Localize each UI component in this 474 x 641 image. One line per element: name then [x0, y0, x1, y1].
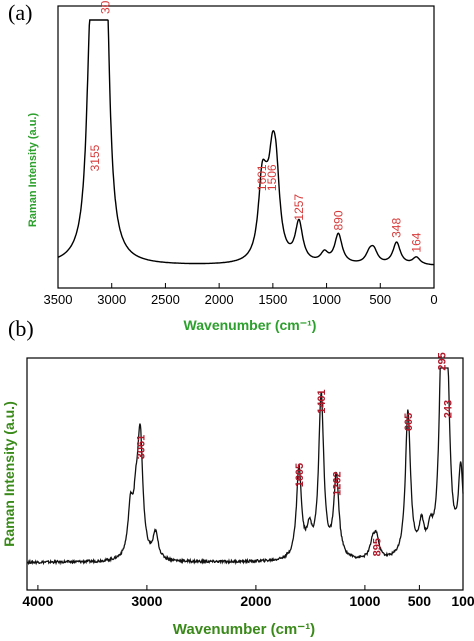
peak-label: 1601 [255, 164, 269, 191]
peak-label: 1506 [265, 164, 279, 191]
x-tick-label: 4000 [22, 593, 53, 609]
x-tick-label: 2500 [151, 292, 180, 307]
x-tick-label: 3000 [131, 593, 162, 609]
peak-label: 895 [371, 538, 383, 556]
peak-label: 3155 [88, 144, 102, 171]
x-axis-label-b: Wavenumber (cm⁻¹) [173, 621, 315, 638]
peak-label: 348 [390, 218, 404, 238]
peak-label: 164 [409, 232, 423, 252]
peak-label: 890 [331, 210, 345, 230]
peak-label: 1262 [331, 471, 343, 495]
x-tick-label: 1000 [312, 292, 341, 307]
x-axis-label-a: Wavenumber (cm⁻¹) [184, 317, 317, 333]
spectrum-line-a [57, 19, 434, 266]
peak-label: 295 [437, 352, 449, 370]
panel-label-b: (b) [8, 316, 34, 341]
peak-label: 3056 [99, 0, 113, 14]
peak-label: 1605 [294, 463, 306, 487]
x-tick-label: 2000 [205, 292, 234, 307]
peak-label: 605 [403, 413, 415, 431]
x-ticks-b: 4000 3000 2000 1000 500 100 [22, 585, 474, 609]
x-tick-label: 500 [408, 593, 432, 609]
plot-frame-b [26, 357, 464, 591]
x-tick-label: 1000 [349, 593, 380, 609]
peak-labels-b: 3061 1605 1401 1262 895 605 295 243 [135, 352, 454, 556]
x-tick-label: 1500 [258, 292, 287, 307]
x-tick-label: 2000 [240, 593, 271, 609]
x-tick-label: 3500 [44, 292, 73, 307]
x-tick-label: 3000 [97, 292, 126, 307]
peak-label: 3061 [135, 435, 147, 459]
y-axis-label-a: Raman Intensity (a.u.) [27, 113, 39, 228]
y-axis-label-b: Raman Intensity (a.u.) [1, 401, 17, 546]
panel-label-a: (a) [8, 0, 32, 25]
x-tick-label: 500 [369, 292, 391, 307]
peak-label: 1401 [316, 389, 328, 413]
peak-label: 243 [442, 400, 454, 418]
x-tick-label: 0 [430, 292, 437, 307]
plot-frame-a [57, 5, 435, 289]
x-tick-label: 100 [451, 593, 474, 609]
spectrum-line-b [26, 367, 464, 566]
peak-label: 1257 [292, 194, 306, 221]
x-ticks-a: 3500 3000 2500 2000 1500 1000 500 0 [44, 283, 438, 307]
